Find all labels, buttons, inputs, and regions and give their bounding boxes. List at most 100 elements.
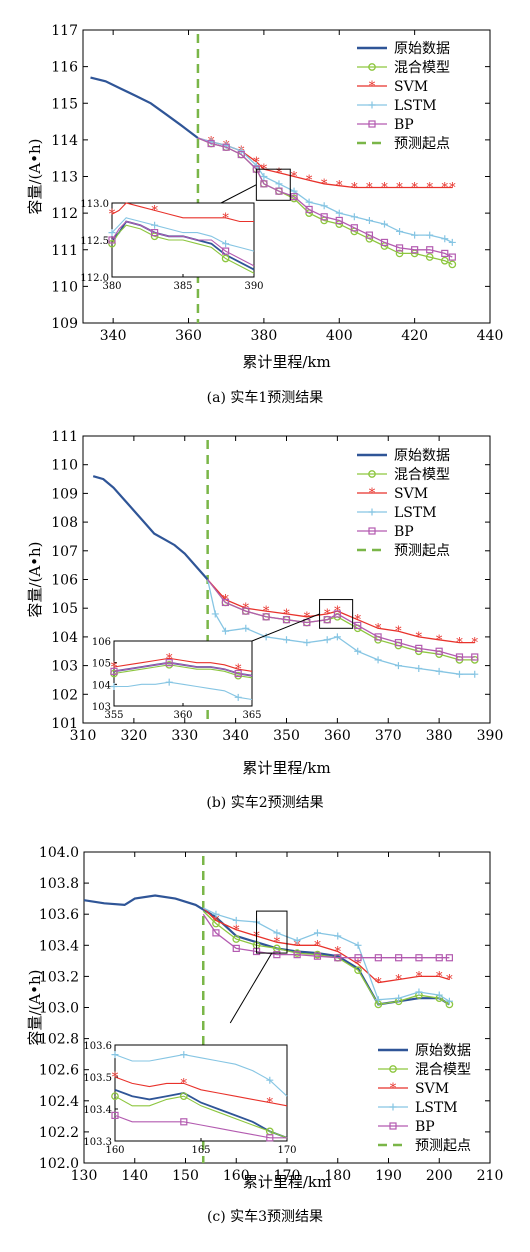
inset-x-tick-label: 360 [173,710,192,721]
svm-marker: * [276,166,283,181]
chart-panel-1: 310 320 330 340 350 360 370 380 390 101 102 103 104 1… [26,429,503,777]
bp-marker [151,229,159,237]
lstm-marker [211,610,219,618]
x-tick-label: 420 [401,328,428,344]
x-tick-label: 380 [251,328,278,344]
bp-marker [415,954,423,962]
y-tick-label: 116 [51,60,78,76]
y-tick-label: 114 [51,133,78,149]
y-tick-label: 102.2 [39,1125,79,1141]
x-tick-label: 390 [477,728,504,744]
bp-marker [275,187,283,195]
y-tick-label: 111 [51,429,78,445]
bp-marker [222,143,230,151]
svm-marker: * [369,487,376,502]
svm-marker: * [390,1082,397,1097]
y-tick-label: 106 [51,573,78,589]
inset-panel-2: 160 165 170 103.3 103.4 103.5 103.6 * * * [83,1041,296,1156]
y-tick-label: 107 [51,544,78,560]
lstm-marker [252,162,260,170]
bp-marker [293,951,301,959]
hybrid-marker [368,470,376,478]
inset-line-svm [113,657,253,672]
y-tick-label: 102.4 [39,1094,79,1110]
inset-x-tick-label: 385 [173,281,192,292]
legend-label-svm: SVM [394,486,428,502]
lstm-marker [435,991,443,999]
bp-marker [368,120,376,128]
inset-line-hybrid [114,1095,288,1139]
series-line-bp [197,137,453,258]
bp-marker [207,139,215,148]
bp-marker [441,249,449,258]
inset-line-svm [111,202,254,223]
y-tick-label: 117 [51,23,78,39]
y-tick-label: 103.6 [39,907,79,923]
inset-y-tick-label: 103.6 [83,1041,112,1052]
legend-label-start: 预测起点 [394,136,450,152]
svm-marker: * [291,170,298,185]
x-tick-label: 140 [121,1168,148,1184]
lstm-marker [180,1051,188,1059]
lstm-marker [471,670,479,678]
svm-marker: * [446,973,453,988]
bp-marker [320,213,328,221]
inset-line-lstm [111,217,255,252]
series-line-original [83,894,450,1006]
inset-line-svm [114,1076,288,1107]
bp-marker [305,205,313,214]
lstm-marker [455,670,463,678]
svm-marker: * [471,636,478,651]
x-axis-label: 累计里程/km [243,1173,331,1191]
lstm-marker [232,916,240,924]
lstm-marker [394,662,402,670]
bp-marker [394,639,403,647]
lstm-marker [354,647,362,655]
svm-marker: * [243,602,250,617]
bp-marker [222,247,230,255]
svm-marker: * [411,181,418,196]
bp-marker [435,647,443,655]
lstm-marker [415,664,423,672]
series-line-original [90,76,199,139]
y-axis-label: 容量/(A•h) [26,138,44,214]
bp-marker [266,1134,274,1142]
svm-marker: * [395,625,402,640]
legend-label-start: 预测起点 [394,543,450,559]
hybrid-marker [425,253,434,261]
svm-marker: * [261,163,268,178]
y-tick-label: 102.6 [39,1063,79,1079]
lstm-marker [396,227,404,235]
inset-x-tick-label: 160 [105,1145,124,1156]
inset-frame [113,640,253,707]
x-tick-label: 340 [222,728,249,744]
bp-marker [411,246,419,254]
x-tick-label: 440 [477,328,504,344]
legend-label-original: 原始数据 [394,448,450,464]
hybrid-marker [448,260,457,269]
inset-x-tick-label: 365 [242,710,261,721]
lstm-marker [323,636,331,644]
svm-marker: * [222,211,229,226]
svm-marker: * [456,636,463,651]
legend-label-hybrid: 混合模型 [415,1062,471,1078]
lstm-marker [448,238,456,246]
lstm-marker [111,1051,119,1059]
lstm-marker [354,941,362,949]
lstm-marker [266,1076,274,1084]
lstm-marker [212,910,220,918]
bp-marker [471,653,479,661]
lstm-marker [335,209,343,217]
bp-marker [260,180,268,188]
svm-marker: * [375,622,382,637]
svm-marker: * [416,630,423,645]
lstm-marker [333,633,341,641]
lstm-marker [165,678,173,686]
hybrid-marker [389,1065,397,1073]
inset-line-bp [111,220,255,267]
lstm-marker [303,639,311,647]
x-tick-label: 340 [100,328,127,344]
